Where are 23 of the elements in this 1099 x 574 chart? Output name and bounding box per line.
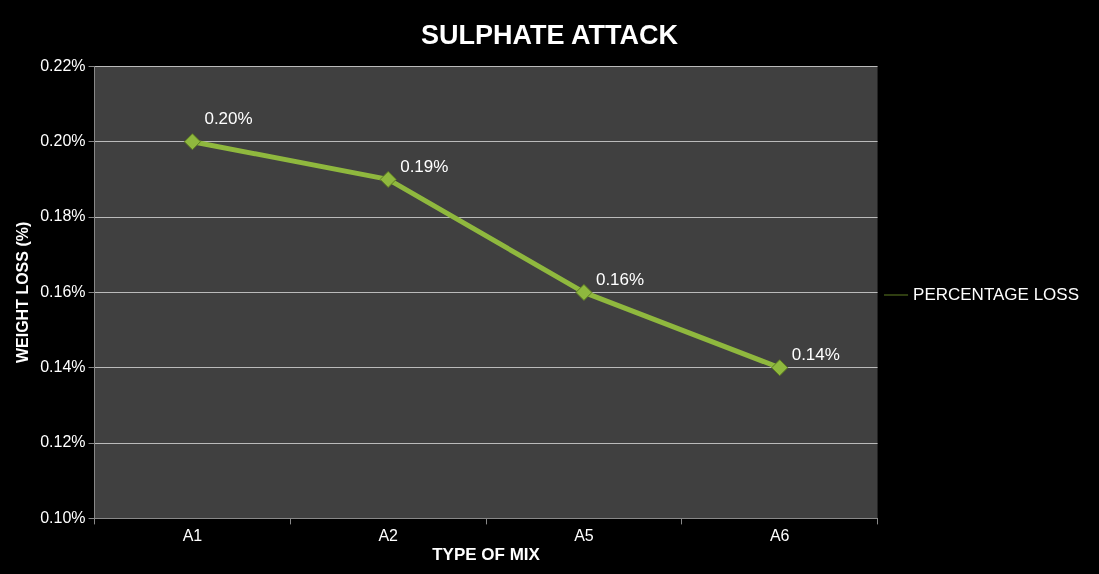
x-tick-label: A5 xyxy=(574,527,594,545)
y-tick-label: 0.22% xyxy=(40,56,86,74)
chart-title: SULPHATE ATTACK xyxy=(421,19,679,50)
y-tick-label: 0.14% xyxy=(40,358,86,376)
y-tick-label: 0.16% xyxy=(40,282,86,300)
x-tick-label: A1 xyxy=(182,527,203,545)
y-tick-label: 0.10% xyxy=(40,508,86,526)
legend-label: PERCENTAGE LOSS xyxy=(913,284,1079,304)
point xyxy=(183,133,201,151)
y-tick-label: 0.12% xyxy=(40,433,86,451)
y-axis-title: WEIGHT LOSS (%) xyxy=(14,221,32,364)
x-tick-label: A2 xyxy=(378,527,399,545)
point xyxy=(575,283,593,301)
x-axis-title: TYPE OF MIX xyxy=(432,545,541,565)
point xyxy=(379,170,397,188)
data-label: 0.16% xyxy=(595,270,645,290)
y-tick-label: 0.20% xyxy=(40,132,86,150)
point xyxy=(771,359,789,377)
data-label: 0.20% xyxy=(204,109,253,129)
x-tick-label: A6 xyxy=(769,527,790,545)
data-label: 0.19% xyxy=(400,157,449,177)
y-tick-label: 0.18% xyxy=(40,207,86,225)
data-label: 0.14% xyxy=(791,345,840,365)
